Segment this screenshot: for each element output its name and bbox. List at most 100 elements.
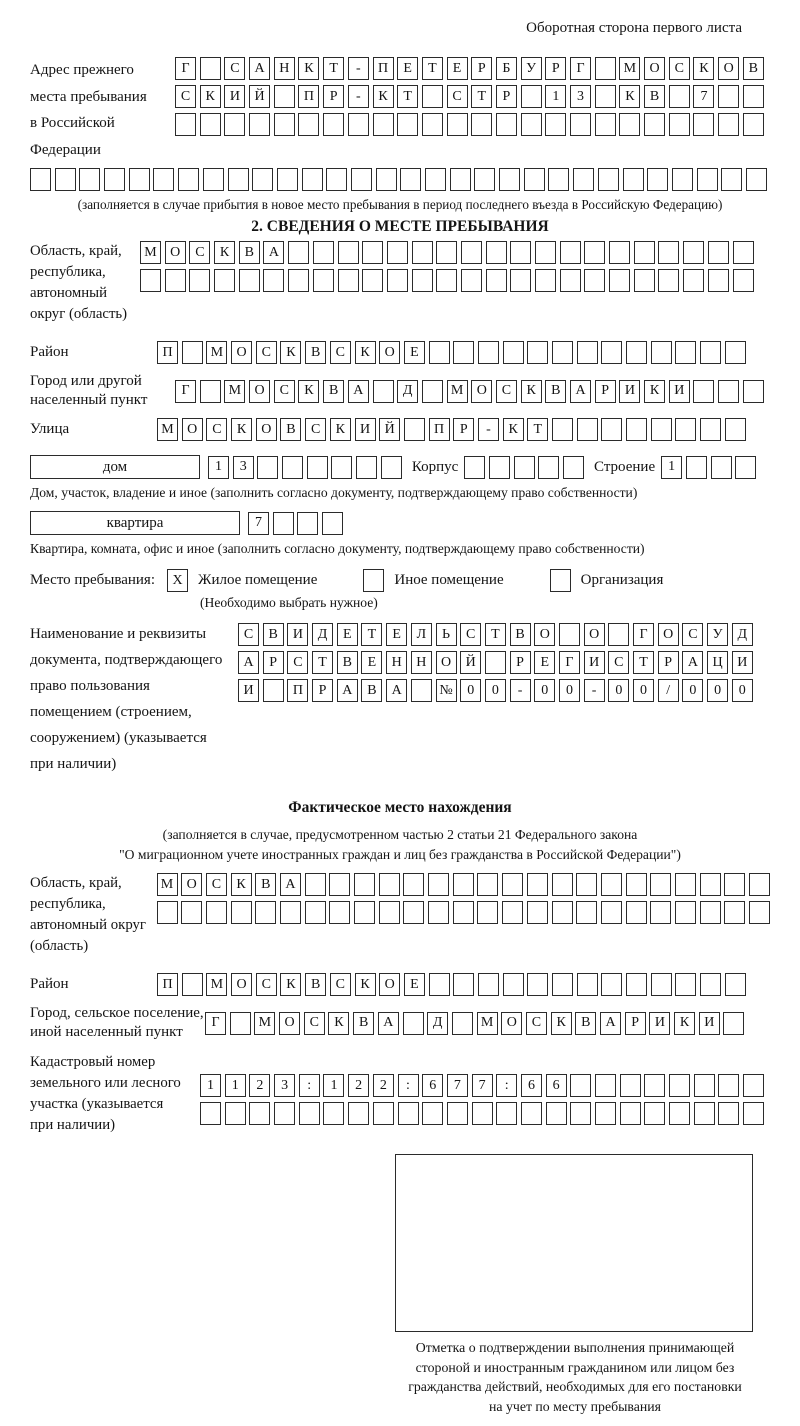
char-cell: С xyxy=(446,85,468,108)
cadastral-row-2 xyxy=(200,1102,765,1125)
char-cell xyxy=(552,341,573,364)
stroenie-cells: 1 xyxy=(661,455,757,479)
char-cell: Д xyxy=(312,623,334,646)
char-cell xyxy=(647,168,669,191)
char-cell: С xyxy=(495,379,517,403)
char-cell xyxy=(545,1102,567,1125)
char-cell: К xyxy=(230,873,252,896)
section2-region-block: Область, край, республика, автономный ок… xyxy=(30,241,770,325)
stamp-caption: Отметка о подтверждении выполнения прини… xyxy=(408,1340,742,1414)
char-cell xyxy=(224,113,246,136)
char-cell xyxy=(671,168,693,191)
char-cell: Е xyxy=(403,341,425,364)
char-cell: С xyxy=(329,973,351,996)
char-cell xyxy=(674,901,696,924)
char-cell: / xyxy=(657,679,679,702)
char-cell xyxy=(460,269,482,292)
char-cell: С xyxy=(189,241,211,264)
char-cell: К xyxy=(298,379,320,403)
char-cell: Т xyxy=(527,418,549,441)
char-cell xyxy=(436,241,458,264)
char-cell: Г xyxy=(570,57,591,80)
char-cell xyxy=(181,341,203,364)
char-cell xyxy=(128,168,150,191)
char-cell xyxy=(477,973,499,996)
char-cell xyxy=(675,418,697,441)
char-cell xyxy=(576,973,598,996)
char-cell xyxy=(464,455,486,479)
checkbox-residential: X xyxy=(167,569,188,592)
actual-location-title: Фактическое место нахождения xyxy=(288,799,512,816)
char-cell: 6 xyxy=(422,1074,444,1097)
char-cell: 0 xyxy=(484,679,506,702)
char-cell: П xyxy=(157,341,178,364)
char-cell xyxy=(428,873,450,896)
char-cell: И xyxy=(698,1011,720,1035)
cadastral-block: Кадастровый номер земельного или лесного… xyxy=(30,1052,770,1136)
house-type-box: дом xyxy=(30,455,200,479)
option-other-premises-label: Иное помещение xyxy=(394,572,504,588)
char-cell: К xyxy=(231,418,253,441)
section2-region-row-2 xyxy=(140,269,754,292)
char-cell: Г xyxy=(558,651,580,674)
char-cell: 7 xyxy=(693,85,715,108)
char-cell xyxy=(559,241,581,264)
char-cell xyxy=(276,168,298,191)
document-block: Наименование и реквизиты документа, подт… xyxy=(30,621,770,777)
char-cell xyxy=(650,418,672,441)
char-cell: Р xyxy=(657,651,679,674)
char-cell xyxy=(718,113,740,136)
char-cell xyxy=(410,679,432,702)
char-cell xyxy=(304,873,326,896)
section2-street-label: Улица xyxy=(30,421,70,437)
char-cell xyxy=(323,113,345,136)
char-cell xyxy=(288,269,310,292)
char-cell xyxy=(710,455,732,479)
char-cell xyxy=(619,1074,641,1097)
char-cell xyxy=(707,269,729,292)
char-cell: Г xyxy=(175,57,196,80)
char-cell: В xyxy=(305,973,327,996)
char-cell xyxy=(451,1011,473,1035)
korpus-cells xyxy=(464,455,585,479)
char-cell xyxy=(595,1074,616,1097)
char-cell xyxy=(428,901,450,924)
char-cell xyxy=(205,901,227,924)
char-cell xyxy=(428,341,450,364)
stamp-area xyxy=(395,1154,753,1332)
char-cell: М xyxy=(619,57,641,80)
korpus-label: Корпус xyxy=(411,458,459,475)
section2-district-label: Район xyxy=(30,344,69,360)
char-cell: С xyxy=(303,1011,325,1035)
char-cell xyxy=(372,379,394,403)
char-cell: Т xyxy=(633,651,654,674)
char-cell: С xyxy=(608,651,630,674)
char-cell xyxy=(675,973,697,996)
char-cell: О xyxy=(379,341,401,364)
char-cell: 0 xyxy=(731,679,753,702)
char-cell: У xyxy=(707,623,729,646)
char-cell xyxy=(502,341,524,364)
char-cell xyxy=(685,455,707,479)
char-cell xyxy=(626,418,648,441)
char-cell: № xyxy=(435,679,457,702)
char-cell: М xyxy=(206,973,228,996)
char-cell: В xyxy=(305,341,327,364)
char-cell xyxy=(584,241,606,264)
char-cell: Т xyxy=(323,57,345,80)
char-cell xyxy=(140,269,161,292)
char-cell xyxy=(600,873,622,896)
char-cell xyxy=(552,418,573,441)
char-cell xyxy=(576,901,598,924)
char-cell xyxy=(356,455,378,479)
char-cell: : xyxy=(298,1074,320,1097)
stay-type-label: Место пребывания: xyxy=(30,572,155,588)
char-cell xyxy=(718,1074,740,1097)
char-cell: Т xyxy=(361,623,383,646)
document-row-3: И П Р А В А № 0 0-0 0-0 0/0 0 0 xyxy=(238,679,753,702)
